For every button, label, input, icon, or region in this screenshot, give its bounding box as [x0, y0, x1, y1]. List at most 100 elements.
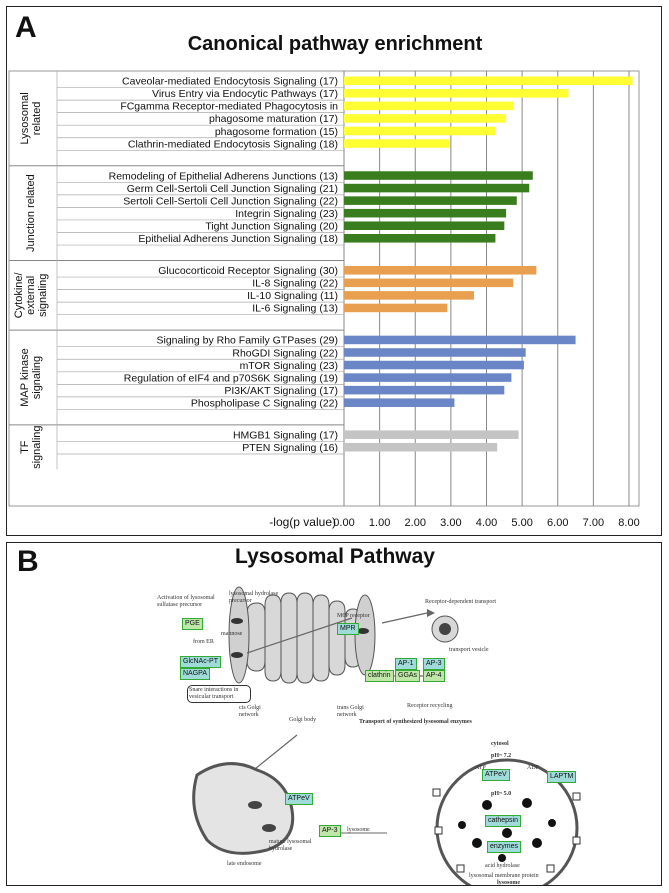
bar — [344, 234, 496, 243]
bar — [344, 373, 512, 382]
note-mannose: mannose — [221, 631, 243, 637]
note-transport-synth: Transport of synthesized lysosomal enzym… — [359, 719, 472, 725]
note-trans-golgi: trans Golgi network — [337, 705, 364, 718]
group-label: related — [31, 102, 43, 136]
x-tick-label: 1.00 — [369, 517, 390, 529]
category-label: Integrin Signaling (23) — [235, 208, 338, 220]
note-activation: Activation of lysosomal sulfatase precur… — [157, 595, 215, 608]
note-acid-hydrolase: acid hydrolase — [485, 863, 520, 869]
note-m6p-receptor: M6P receptor — [337, 613, 370, 619]
category-label: IL-6 Signaling (13) — [252, 303, 338, 315]
gene-enzymes: enzymes — [487, 841, 522, 853]
bar — [344, 208, 507, 218]
category-label: RhoGDI Signaling (22) — [232, 347, 338, 359]
category-label: Caveolar-mediated Endocytosis Signaling … — [122, 76, 338, 88]
note-ph72: pH~ 7.2 — [491, 753, 512, 759]
bar — [344, 348, 526, 357]
gene-atpev-lysosome: ATPeV — [482, 769, 510, 781]
note-precursor: lysosomal hydrolase precursor — [229, 591, 279, 604]
group-label: signaling — [31, 356, 43, 399]
panel-b: B Lysosomal Pathway — [6, 542, 662, 886]
bar — [344, 278, 514, 288]
gene-ggas: GGAs — [395, 670, 421, 682]
bar — [344, 196, 517, 205]
group-label: Lysosomal — [19, 92, 31, 144]
group-label: MAP kinase — [19, 348, 31, 407]
x-axis-label: -log(p value) — [269, 515, 336, 529]
pathway-title: Lysosomal Pathway — [235, 545, 435, 568]
note-snare: Snare interactions in vesicular transpor… — [187, 685, 251, 703]
category-label: HMGB1 Signaling (17) — [233, 429, 338, 441]
category-label: Signaling by Rho Family GTPases (29) — [157, 335, 339, 347]
plot-frame — [8, 70, 640, 507]
bar — [344, 398, 455, 407]
x-tick-label: 6.00 — [547, 517, 568, 529]
bar — [344, 291, 475, 300]
gene-mpr: MPR — [337, 623, 359, 635]
panel-a-letter: A — [15, 11, 37, 44]
category-label: Germ Cell-Sertoli Cell Junction Signalin… — [127, 183, 338, 195]
bar — [344, 335, 576, 345]
bar — [344, 303, 448, 313]
bar — [344, 126, 496, 136]
gene-ap4: AP-4 — [423, 670, 445, 682]
gene-nagpa: NAGPA — [180, 668, 210, 680]
group-label: external — [25, 276, 37, 315]
x-tick-label: 5.00 — [511, 517, 532, 529]
panel-a: A Canonical pathway enrichment 0.00 1.00 2… — [6, 6, 662, 536]
gene-pge: PGE — [182, 618, 203, 630]
category-label: Remodeling of Epithelial Adherens Juncti… — [109, 170, 338, 182]
category-label: IL-10 Signaling (11) — [247, 290, 338, 302]
gene-cathepsin: cathepsin — [485, 815, 521, 827]
category-label: phagosome formation (15) — [215, 126, 338, 138]
bar — [344, 360, 524, 370]
x-tick-label: 7.00 — [583, 517, 604, 529]
note-golgi-body: Golgi body — [289, 717, 317, 723]
bar — [344, 139, 450, 148]
bar — [344, 101, 514, 111]
bar — [344, 430, 519, 439]
gene-atpev-endosome: ATPeV — [285, 793, 313, 805]
note-adp: ADP — [527, 765, 540, 771]
note-lysosome-arrow: lysosome — [347, 827, 370, 833]
bar — [344, 221, 505, 231]
bar — [344, 114, 507, 123]
group-label: Junction related — [25, 174, 37, 252]
note-cis-golgi: cis Golgi network — [239, 705, 261, 718]
category-label: mTOR Signaling (23) — [240, 360, 338, 372]
chart-title: Canonical pathway enrichment — [187, 33, 483, 55]
note-atp: ATP — [475, 765, 486, 771]
group-label: signaling — [37, 274, 49, 317]
gene-clathrin: clathrin — [365, 670, 394, 682]
category-label: Glucocorticoid Receptor Signaling (30) — [158, 265, 338, 277]
x-tick-label: 3.00 — [440, 517, 461, 529]
bar — [344, 442, 498, 452]
bar — [344, 89, 569, 98]
note-late-endosome: late endosome — [227, 861, 262, 867]
category-label: PI3K/AKT Signaling (17) — [224, 385, 338, 397]
category-label: Phospholipase C Signaling (22) — [191, 397, 338, 409]
category-label: Regulation of eIF4 and p70S6K Signaling … — [124, 372, 338, 384]
gene-ap1: AP-1 — [395, 658, 417, 670]
gene-laptm: LAPTM — [547, 771, 577, 783]
golgi-body — [246, 592, 362, 684]
category-label: FCgamma Receptor-mediated Phagocytosis i… — [120, 101, 338, 113]
bar — [344, 385, 505, 395]
note-membrane-protein: lysosomal membrane protein — [469, 873, 539, 879]
category-label: Clathrin-mediated Endocytosis Signaling … — [128, 138, 338, 150]
gene-ap3-endosome: AP-3 — [319, 825, 341, 837]
group-label: signaling — [31, 425, 43, 468]
note-lysosome: lysosome — [497, 880, 520, 886]
note-receptor-transport: Receptor-dependent transport — [425, 599, 497, 605]
category-label: Epithelial Adherens Junction Signaling (… — [138, 233, 338, 245]
note-receptor-recycling: Receptor recycling — [407, 703, 453, 709]
gene-ap3: AP-3 — [423, 658, 445, 670]
bar — [344, 183, 530, 193]
category-label: Tight Junction Signaling (20) — [205, 221, 338, 233]
x-tick-label: 4.00 — [476, 517, 497, 529]
x-tick-label: 0.00 — [333, 517, 354, 529]
bar — [344, 76, 633, 86]
category-label: PTEN Signaling (16) — [242, 442, 338, 454]
panel-b-letter: B — [17, 545, 39, 578]
category-label: phagosome maturation (17) — [209, 113, 338, 125]
